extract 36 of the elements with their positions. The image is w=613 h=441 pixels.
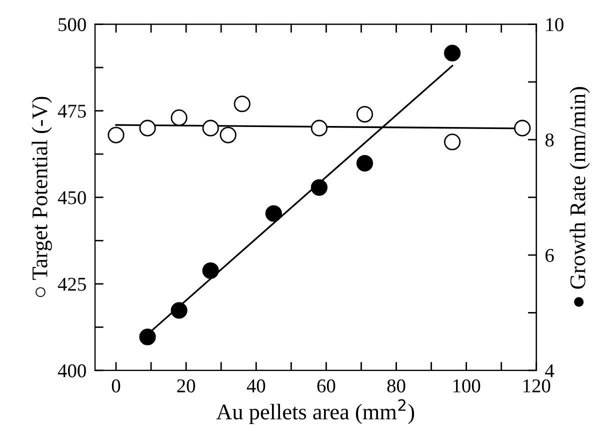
point <box>356 155 374 172</box>
point <box>265 205 282 222</box>
y2-axis-title: ● Growth Rate (nm/min) <box>570 87 590 307</box>
x-tick-label: 0 <box>112 379 120 392</box>
point <box>444 44 461 62</box>
x-tick-label: 120 <box>524 379 550 392</box>
y2-tick-label: 8 <box>545 133 554 147</box>
point <box>356 106 374 123</box>
point <box>310 120 328 136</box>
y2-tick-label: 4 <box>545 364 554 378</box>
point <box>170 109 188 126</box>
y-axis-title: ○ Target Potential (-V) <box>32 96 52 298</box>
x-axis-title: Au pellets area (mm$^{2}$) <box>216 399 414 424</box>
point <box>202 262 219 279</box>
point <box>202 120 219 136</box>
y2-tick-label: 6 <box>546 248 554 262</box>
y-tick-label: 475 <box>58 104 86 118</box>
point <box>139 328 156 346</box>
x-tick-label: 60 <box>317 379 336 392</box>
x-tick-label: 100 <box>453 379 480 392</box>
y-tick-label: 500 <box>58 18 86 32</box>
point <box>234 96 250 112</box>
point <box>220 126 236 144</box>
y2-tick-label: 10 <box>546 18 564 32</box>
x-tick-label: 80 <box>387 379 406 392</box>
y-tick-label: 400 <box>58 364 86 378</box>
x-tick-label: 40 <box>246 379 266 392</box>
x-tick-label: 20 <box>177 379 196 392</box>
point <box>108 126 124 144</box>
y-tick-label: 450 <box>58 191 86 204</box>
y-tick-label: 425 <box>58 278 86 291</box>
point <box>310 179 328 196</box>
point <box>170 302 188 319</box>
point <box>514 120 531 136</box>
point <box>444 134 461 150</box>
point <box>139 120 156 136</box>
